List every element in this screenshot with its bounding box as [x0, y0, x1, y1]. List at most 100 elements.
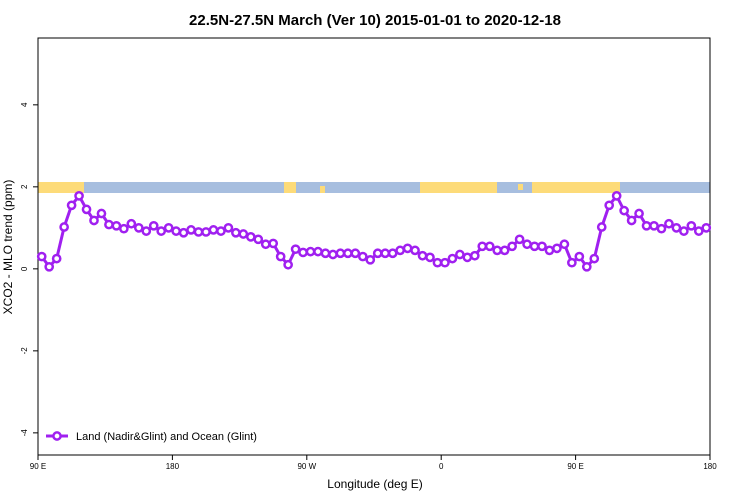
- data-point: [596, 222, 607, 232]
- data-point: [253, 234, 264, 245]
- data-point: [216, 226, 226, 236]
- data-point: [231, 227, 241, 238]
- data-point: [201, 227, 211, 237]
- data-point: [245, 232, 256, 242]
- data-point: [387, 248, 398, 259]
- data-point: [581, 261, 592, 272]
- data-point: [425, 252, 435, 263]
- x-tick-label: 180: [166, 462, 180, 471]
- data-point: [567, 257, 577, 268]
- map-strip: [38, 182, 710, 193]
- data-point: [89, 215, 99, 226]
- data-point: [656, 223, 667, 234]
- data-point: [163, 222, 174, 233]
- data-point: [59, 222, 69, 232]
- land-strip: [320, 186, 325, 193]
- y-tick-label: 4: [20, 102, 29, 107]
- data-point: [275, 251, 286, 262]
- data-point: [148, 220, 159, 231]
- data-point: [283, 259, 293, 270]
- data-point: [477, 241, 488, 252]
- data-point: [74, 191, 84, 201]
- data-point: [335, 248, 346, 259]
- data-point: [469, 250, 480, 261]
- data-point: [701, 222, 712, 233]
- data-point: [604, 200, 615, 211]
- y-tick-label: -2: [20, 347, 29, 355]
- data-point: [178, 227, 189, 238]
- data-point: [156, 226, 167, 236]
- data-point: [186, 225, 196, 235]
- x-tick-label: 180: [703, 462, 717, 471]
- data-point: [328, 249, 338, 260]
- data-point: [395, 245, 405, 256]
- x-tick-label: 90 E: [30, 462, 46, 471]
- data-point: [238, 229, 249, 239]
- data-point: [380, 248, 391, 259]
- data-point: [119, 223, 129, 234]
- data-point: [611, 191, 622, 201]
- legend-marker: [52, 431, 62, 441]
- data-point: [268, 238, 279, 249]
- data-point: [313, 246, 323, 257]
- land-strip: [532, 182, 620, 193]
- y-tick-label: -4: [20, 429, 29, 437]
- data-point: [492, 245, 503, 256]
- data-point: [552, 243, 562, 254]
- data-point: [66, 200, 77, 211]
- legend-label: Land (Nadir&Glint) and Ocean (Glint): [76, 431, 257, 443]
- data-point: [305, 246, 316, 257]
- data-point: [320, 248, 331, 259]
- data-point: [462, 252, 473, 263]
- data-point: [417, 250, 428, 261]
- data-point: [679, 226, 689, 236]
- data-point: [686, 220, 697, 231]
- x-tick-label: 90 E: [567, 462, 583, 471]
- data-point: [51, 253, 62, 264]
- data-point: [634, 208, 644, 219]
- data-point: [499, 245, 510, 256]
- land-strip: [284, 182, 296, 193]
- data-point: [111, 220, 122, 231]
- data-point: [343, 248, 353, 259]
- land-strip: [420, 182, 497, 193]
- data-point: [357, 251, 368, 262]
- data-point: [664, 218, 674, 229]
- data-point: [36, 251, 47, 262]
- data-point: [447, 253, 458, 264]
- data-point: [208, 225, 219, 235]
- data-point: [365, 254, 376, 265]
- data-point: [290, 244, 301, 255]
- data-point: [544, 245, 555, 256]
- data-point: [455, 249, 465, 260]
- ocean-strip: [38, 182, 710, 193]
- y-tick-label: 0: [20, 266, 29, 271]
- data-point: [81, 204, 92, 215]
- data-point: [141, 226, 152, 236]
- data-point: [171, 226, 181, 236]
- data-point: [432, 257, 443, 268]
- data-point: [559, 239, 570, 250]
- data-point: [44, 261, 55, 272]
- data-point: [641, 220, 652, 231]
- land-strip: [38, 182, 84, 193]
- data-point: [693, 226, 704, 236]
- data-point: [626, 215, 637, 226]
- data-point: [402, 243, 413, 254]
- data-point: [260, 239, 271, 250]
- land-strip: [518, 184, 523, 190]
- data-point: [514, 234, 525, 245]
- data-point: [104, 219, 114, 230]
- chart-title: 22.5N-27.5N March (Ver 10) 2015-01-01 to…: [189, 12, 561, 29]
- data-point: [350, 248, 361, 259]
- data-point: [223, 222, 234, 233]
- data-point: [574, 251, 585, 262]
- data-point: [589, 253, 600, 264]
- data-point: [410, 245, 420, 256]
- y-tick-label: 2: [20, 184, 29, 189]
- x-axis-title: Longitude (deg E): [327, 477, 422, 491]
- data-point: [440, 257, 450, 268]
- plot-frame: [37, 37, 711, 456]
- data-point: [126, 218, 137, 229]
